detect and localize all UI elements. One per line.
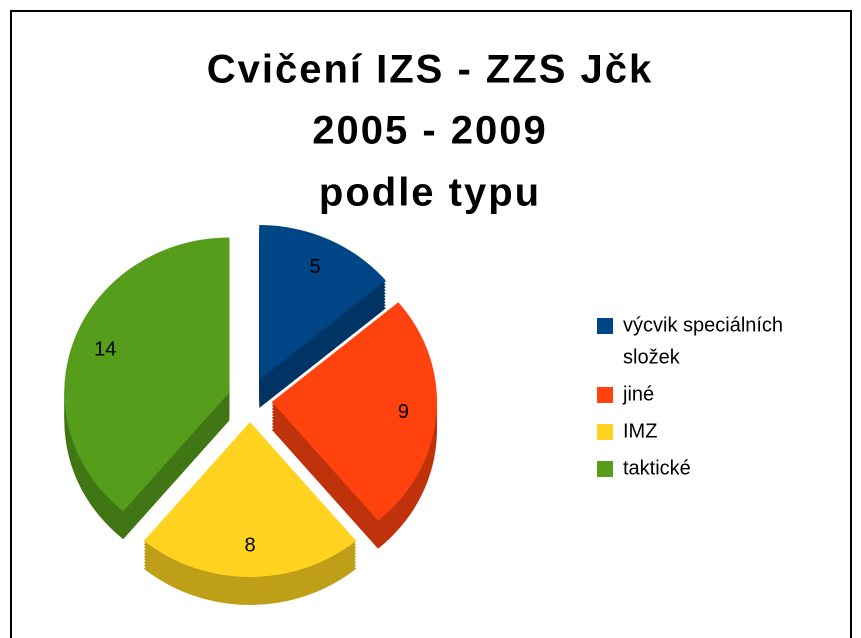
legend-swatch (597, 318, 613, 334)
data-label: 8 (244, 534, 255, 556)
pie-slice (143, 422, 357, 577)
frame (10, 10, 852, 638)
legend-label: složek (623, 346, 681, 368)
data-label: 5 (310, 256, 321, 278)
legend-swatch (597, 424, 613, 440)
legend-label: IMZ (623, 420, 657, 442)
data-label: 9 (398, 401, 409, 423)
legend-swatch (597, 461, 613, 477)
legend-label: taktické (623, 457, 691, 479)
legend-label: výcvik speciálních (623, 314, 783, 336)
pie-slice (64, 237, 230, 512)
legend-swatch (597, 387, 613, 403)
legend-label: jiné (622, 383, 654, 405)
chart-title: Cvičení IZS - ZZS Jčk (207, 48, 654, 92)
data-label: 14 (94, 338, 116, 360)
chart-title: 2005 - 2009 (312, 109, 548, 153)
chart-title: podle typu (319, 171, 541, 215)
pie-slice (271, 302, 437, 521)
pie-slice (259, 225, 386, 381)
